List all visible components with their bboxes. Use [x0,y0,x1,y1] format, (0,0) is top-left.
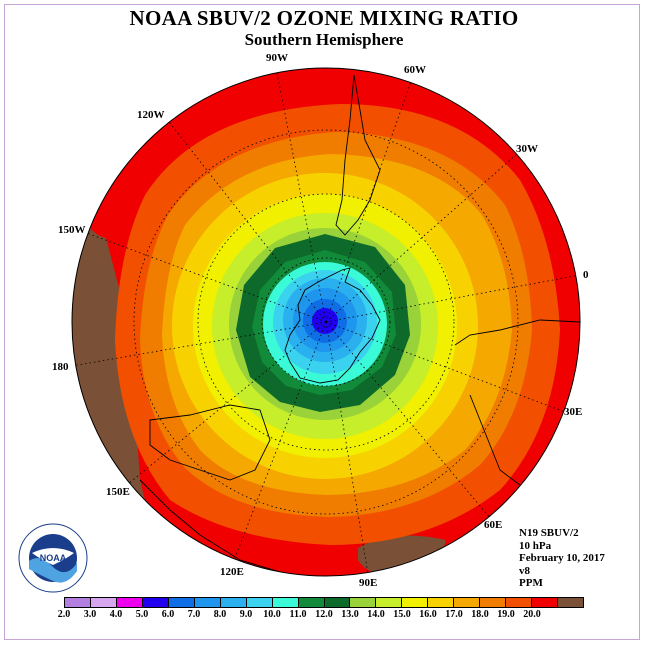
color-bar-swatch [350,598,377,607]
color-bar-tick: 5.0 [135,609,149,620]
graticule [72,68,580,575]
color-bar-swatch [454,598,481,607]
color-bar-tick: 13.0 [341,609,359,620]
color-bar-tick: 18.0 [471,609,489,620]
color-bar-swatch [324,598,351,607]
color-bar-swatch [532,598,559,607]
map-subtitle: Southern Hemisphere [244,30,404,49]
color-bar-swatch [298,598,325,607]
info-version: v8 [519,564,530,577]
map-title: NOAA SBUV/2 OZONE MIXING RATIO [129,6,519,30]
color-bar [64,597,584,608]
antarctica-coast [284,267,381,384]
color-bar-tick: 8.0 [213,609,227,620]
info-pressure: 10 hPa [519,539,552,552]
color-bar-tick: 3.0 [83,609,97,620]
color-bar-tick: 16.0 [419,609,437,620]
color-bar-tick: 11.0 [289,609,307,620]
label-120e: 120E [220,566,244,578]
noaa-logo-icon: NOAA [18,523,88,593]
label-120w: 120W [137,109,165,121]
color-bar-swatch [506,598,533,607]
color-bar-swatch [272,598,299,607]
logo-text: NOAA [40,553,67,563]
color-bar-swatch [428,598,455,607]
label-180: 180 [52,361,69,373]
info-satellite: N19 SBUV/2 [519,527,579,539]
color-bar-tick: 6.0 [161,609,175,620]
figure-frame [4,4,640,640]
australia-coast [149,404,271,481]
info-units: PPM [519,577,543,589]
label-150e: 150E [106,486,130,498]
color-bar-tick: 2.0 [57,609,71,620]
color-bar-swatch [402,598,429,607]
color-bar-swatch [376,598,403,607]
color-bar-tick: 9.0 [239,609,253,620]
label-30e: 30E [564,406,582,418]
info-date: February 10, 2017 [519,552,605,564]
color-bar-swatch [142,598,169,607]
color-bar-swatch [558,598,584,607]
label-0: 0 [583,269,589,281]
coastlines [139,74,580,576]
color-bar-tick: 19.0 [497,609,515,620]
color-bar-tick: 14.0 [367,609,385,620]
color-bar-tick: 7.0 [187,609,201,620]
label-60w: 60W [404,64,426,76]
color-bar-swatch [168,598,195,607]
color-bar-swatch [480,598,507,607]
south-america-coast [335,74,381,236]
color-bar-swatch [194,598,221,607]
color-bar-tick: 10.0 [263,609,281,620]
color-bar-tick: 15.0 [393,609,411,620]
map-boundary [71,67,581,577]
color-bar-tick: 20.0 [523,609,541,620]
color-bar-swatch [65,598,91,607]
meridian-labels: 90W 60W 30W 0 30E 60E 90E 120E 150E 180 … [52,52,589,589]
color-bar-swatch [220,598,247,607]
color-bar-swatch [246,598,273,607]
color-bar-tick: 17.0 [445,609,463,620]
africa-coast [454,319,580,486]
label-150w: 150W [58,224,86,236]
color-bar-swatch [90,598,117,607]
color-bar-tick: 12.0 [315,609,333,620]
color-bar-tick: 4.0 [109,609,123,620]
indonesia-coast [139,479,301,576]
label-90e: 90E [359,577,377,589]
label-90w: 90W [266,52,288,64]
color-bar-swatch [116,598,143,607]
label-60e: 60E [484,519,502,531]
ozone-field [72,68,580,576]
label-30w: 30W [516,143,538,155]
color-bar-ticks: 2.0 3.0 4.0 5.0 6.0 7.0 8.0 9.0 10.0 11.0 12.0 13.0… [0,609,648,623]
info-panel: N19 SBUV/2 10 hPa February 10, 2017 v8 P… [519,527,605,590]
